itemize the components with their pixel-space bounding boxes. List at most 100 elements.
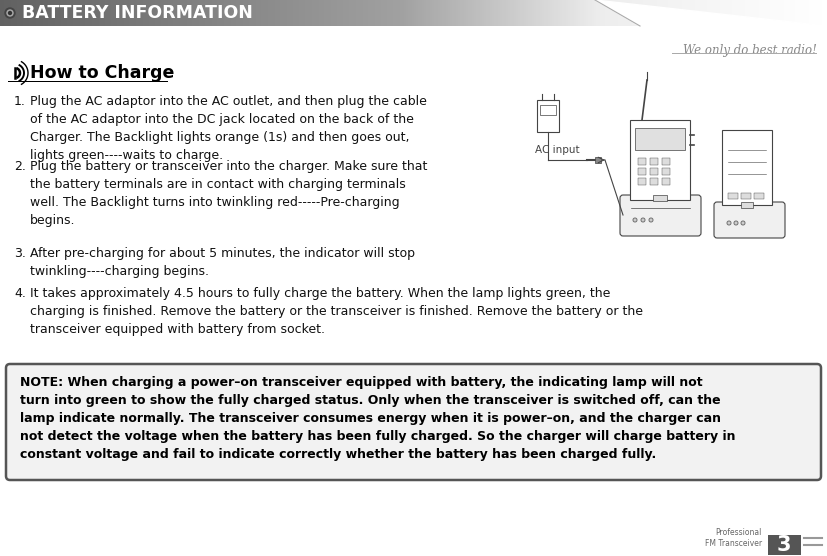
Bar	[516, 0, 519, 26]
Bar	[546, 0, 549, 26]
Bar	[732, 0, 735, 26]
Text: NOTE: When charging a power–on transceiver equipped with battery, the indicating: NOTE: When charging a power–on transceiv…	[20, 376, 735, 461]
Bar	[681, 0, 685, 26]
Bar	[595, 157, 601, 163]
Bar	[800, 0, 803, 26]
Bar	[650, 178, 658, 185]
Bar	[360, 0, 362, 26]
Bar	[118, 0, 121, 26]
Bar	[45, 0, 48, 26]
Bar	[220, 0, 222, 26]
Bar	[635, 128, 685, 150]
Bar	[259, 0, 261, 26]
Bar	[307, 0, 309, 26]
Bar	[741, 0, 744, 26]
Bar	[691, 0, 694, 26]
Bar	[614, 0, 617, 26]
Bar	[650, 168, 658, 175]
Bar	[19, 0, 21, 26]
Bar	[272, 0, 275, 26]
Bar	[257, 0, 260, 26]
Bar	[448, 0, 451, 26]
Bar	[750, 0, 753, 26]
Bar	[638, 168, 646, 175]
Bar	[252, 0, 255, 26]
Bar	[723, 0, 726, 26]
Bar	[288, 0, 290, 26]
Bar	[568, 0, 571, 26]
Text: 4.: 4.	[14, 287, 26, 300]
Bar	[241, 0, 244, 26]
Bar	[161, 0, 164, 26]
Text: How to Charge: How to Charge	[30, 64, 174, 82]
Bar	[757, 0, 760, 26]
Bar	[480, 0, 483, 26]
Bar	[143, 0, 145, 26]
Bar	[32, 0, 35, 26]
Bar	[16, 0, 18, 26]
Bar	[235, 0, 237, 26]
Bar	[510, 0, 513, 26]
Text: Professional
FM Transceiver: Professional FM Transceiver	[705, 528, 762, 548]
Bar	[215, 0, 217, 26]
Bar	[609, 0, 612, 26]
Bar	[124, 0, 127, 26]
Bar	[183, 0, 185, 26]
Bar	[205, 0, 208, 26]
Bar	[328, 0, 330, 26]
Bar	[60, 0, 62, 26]
Bar	[144, 0, 146, 26]
Bar	[207, 0, 209, 26]
Bar	[618, 0, 621, 26]
Bar	[805, 0, 808, 26]
Bar	[198, 0, 199, 26]
Bar	[94, 0, 97, 26]
Bar	[410, 0, 413, 26]
Bar	[146, 0, 149, 26]
Bar	[9, 0, 12, 26]
Bar	[48, 0, 50, 26]
Bar	[478, 0, 481, 26]
Bar	[680, 0, 683, 26]
Bar	[157, 0, 160, 26]
Bar	[364, 0, 366, 26]
Bar	[140, 0, 142, 26]
Bar	[318, 0, 320, 26]
Bar	[711, 0, 715, 26]
Bar	[225, 0, 227, 26]
Bar	[616, 0, 619, 26]
Bar	[397, 0, 399, 26]
Bar	[172, 0, 174, 26]
Bar	[281, 0, 284, 26]
Bar	[180, 0, 182, 26]
Bar	[333, 0, 336, 26]
Bar	[359, 0, 361, 26]
Bar	[81, 0, 84, 26]
Bar	[279, 0, 281, 26]
Bar	[88, 0, 90, 26]
Bar	[596, 0, 599, 26]
Bar	[572, 0, 575, 26]
Circle shape	[633, 218, 637, 222]
Bar	[793, 0, 796, 26]
Bar	[528, 0, 531, 26]
Bar	[729, 0, 733, 26]
Bar	[693, 0, 696, 26]
Bar	[512, 0, 515, 26]
Bar	[500, 0, 503, 26]
Bar	[298, 0, 299, 26]
Bar	[440, 0, 443, 26]
Bar	[444, 0, 447, 26]
Bar	[454, 0, 457, 26]
Bar	[677, 0, 681, 26]
Bar	[627, 0, 630, 26]
Bar	[139, 0, 141, 26]
Circle shape	[649, 218, 653, 222]
Bar	[239, 0, 241, 26]
Bar	[233, 0, 236, 26]
Bar	[191, 0, 193, 26]
Bar	[342, 0, 344, 26]
Bar	[458, 0, 461, 26]
Bar	[548, 0, 551, 26]
Bar	[313, 0, 316, 26]
